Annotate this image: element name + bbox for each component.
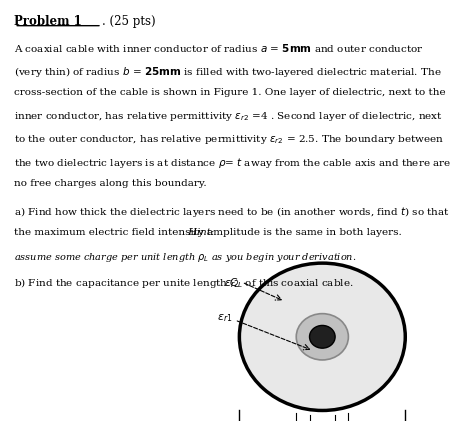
Text: to the outer conductor, has relative permittivity $\varepsilon_{r2}$ = 2.5. The : to the outer conductor, has relative per… — [14, 133, 444, 146]
Text: $\varepsilon_{r2}$: $\varepsilon_{r2}$ — [224, 278, 239, 290]
Text: the maximum electric field intensity amplitude is the same in both layers.: the maximum electric field intensity amp… — [14, 228, 402, 237]
Text: Problem 1: Problem 1 — [14, 15, 82, 28]
Text: (very thin) of radius $b$ = $\mathbf{25mm}$ is filled with two-layered dielectri: (very thin) of radius $b$ = $\mathbf{25m… — [14, 65, 442, 79]
Text: . (25 pts): . (25 pts) — [102, 15, 155, 28]
Text: Hint:: Hint: — [182, 228, 215, 237]
Text: inner conductor, has relative permittivity $\varepsilon_{r2}$ =4 . Second layer : inner conductor, has relative permittivi… — [14, 110, 443, 123]
Text: b) Find the capacitance per unite length $C_L$ of this coaxial cable.: b) Find the capacitance per unite length… — [14, 276, 354, 290]
Text: A coaxial cable with inner conductor of radius $a$ = $\mathbf{5mm}$ and outer co: A coaxial cable with inner conductor of … — [14, 42, 424, 54]
Text: cross-section of the cable is shown in Figure 1. One layer of dielectric, next t: cross-section of the cable is shown in F… — [14, 88, 446, 96]
Circle shape — [296, 314, 348, 360]
Text: no free charges along this boundary.: no free charges along this boundary. — [14, 179, 207, 187]
Circle shape — [239, 263, 405, 410]
Text: the two dielectric layers is at distance $\rho$= $t$ away from the cable axis an: the two dielectric layers is at distance… — [14, 156, 451, 170]
Text: $\varepsilon_{r1}$: $\varepsilon_{r1}$ — [217, 312, 232, 324]
Text: a) Find how thick the dielectric layers need to be (in another words, find $t$) : a) Find how thick the dielectric layers … — [14, 205, 450, 219]
Text: assume some charge per unit length $\rho_L$ as you begin your derivation.: assume some charge per unit length $\rho… — [14, 251, 356, 264]
Circle shape — [310, 325, 335, 348]
